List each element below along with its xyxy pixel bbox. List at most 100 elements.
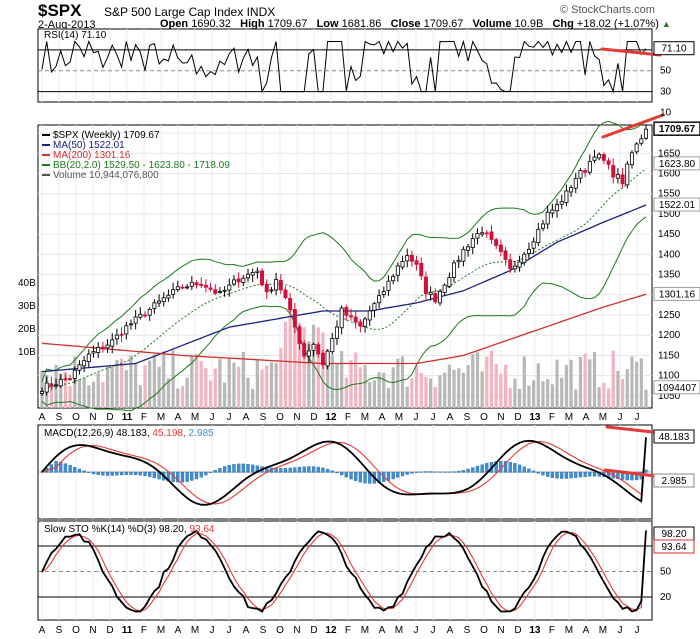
time-axis-label: 13 xyxy=(529,412,541,423)
macd-histogram-bar xyxy=(124,471,128,475)
volume-bar xyxy=(396,358,400,408)
sto-time-axis-label: M xyxy=(157,625,165,636)
volume-bar xyxy=(368,382,372,408)
volume-bar xyxy=(536,363,540,408)
macd-histogram-bar xyxy=(288,467,292,473)
low-value: 1681.86 xyxy=(341,18,382,30)
volume-bar xyxy=(340,350,344,408)
volume-bar xyxy=(419,373,423,408)
candle-body xyxy=(489,231,494,240)
volume-bar xyxy=(218,358,222,408)
sto-time-axis-label: O xyxy=(480,625,488,636)
candle-body xyxy=(222,289,227,292)
sto-time-axis-label: A xyxy=(39,625,46,636)
macd-histogram-bar xyxy=(204,471,208,476)
macd-histogram-bar xyxy=(522,466,526,473)
candle-body xyxy=(246,273,251,279)
macd-histogram-bar xyxy=(410,471,414,474)
macd-histogram-bar xyxy=(349,471,353,480)
brand-watermark: © StockCharts.com xyxy=(560,4,655,16)
price-tick-label: 1450 xyxy=(658,229,681,240)
volume-bar xyxy=(101,382,105,408)
candle-body xyxy=(91,351,96,354)
candle-body xyxy=(241,277,246,283)
time-axis-label: M xyxy=(395,412,403,423)
volume-bar xyxy=(438,375,442,408)
sto-title: Slow STO %K(14) %D(3) 98.20, 93.64 xyxy=(44,524,215,535)
macd-histogram-bar xyxy=(237,463,241,473)
macd-histogram-bar xyxy=(503,461,508,473)
time-axis-label: S xyxy=(56,412,63,423)
price-value-tag xyxy=(653,380,700,395)
candle-body xyxy=(217,291,222,294)
volume-bar xyxy=(180,385,185,408)
open-value: 1690.32 xyxy=(191,18,231,30)
sto-time-axis-label: M xyxy=(361,625,369,636)
volume-bar xyxy=(87,385,91,408)
index-full-name: S&P 500 Large Cap Index xyxy=(104,5,244,19)
candle-body xyxy=(213,289,218,294)
bollinger-middle-line xyxy=(41,168,647,392)
volume-bar xyxy=(527,385,531,408)
price-tick-label: 1400 xyxy=(658,249,681,260)
candle-body xyxy=(133,316,138,324)
volume-bar xyxy=(129,355,133,408)
volume-bar xyxy=(414,365,419,408)
sto-time-axis-label: F xyxy=(549,625,555,636)
candle-body xyxy=(297,326,302,345)
volume-bar xyxy=(330,355,334,408)
time-axis-label: S xyxy=(464,412,471,423)
price-tick-label: 1050 xyxy=(658,391,681,402)
macd-histogram-bar xyxy=(246,464,250,473)
macd-histogram-bar xyxy=(251,464,255,473)
volume-bar xyxy=(138,385,142,408)
candle-body xyxy=(545,211,550,225)
volume-bar xyxy=(517,388,522,408)
sto-time-axis-label: J xyxy=(617,625,622,636)
volume-bar xyxy=(560,377,564,408)
volume-bar xyxy=(602,382,606,408)
macd-histogram-bar xyxy=(133,471,138,476)
volume-bar xyxy=(471,354,475,408)
volume-bar xyxy=(96,372,100,408)
time-axis-label: 11 xyxy=(122,412,133,423)
sto-time-axis-label: D xyxy=(106,625,113,636)
volume-bar xyxy=(283,321,288,408)
macd-histogram-bar xyxy=(574,471,578,478)
volume-bar xyxy=(489,350,494,408)
macd-histogram-bar xyxy=(316,466,320,473)
volume-bar xyxy=(124,370,128,408)
volume-bar xyxy=(194,354,199,408)
ticker-symbol: $SPX xyxy=(38,1,82,20)
candle-body xyxy=(437,291,442,304)
candle-body xyxy=(349,315,354,318)
change-value: +18.02 (+1.07%) xyxy=(576,18,659,30)
candle-body xyxy=(409,254,414,262)
time-axis-label: M xyxy=(361,412,369,423)
macd-title-main: MACD(12,26,9) 48.183, xyxy=(44,428,152,439)
macd-histogram-bar xyxy=(634,471,639,481)
candle-body xyxy=(171,289,176,295)
volume-bar xyxy=(354,352,358,408)
candle-body xyxy=(391,275,396,282)
volume-bar xyxy=(326,349,330,408)
candle-body xyxy=(288,298,293,311)
candle-body xyxy=(620,174,625,185)
candle-body xyxy=(498,244,503,252)
candle-body xyxy=(419,262,424,277)
rsi-panel-frame xyxy=(37,28,653,103)
candle-body xyxy=(96,347,101,353)
candle-body xyxy=(311,343,316,351)
time-axis-label: M xyxy=(157,412,165,423)
volume-bar xyxy=(611,350,615,408)
time-axis-label: D xyxy=(106,412,113,423)
macd-histogram-bar xyxy=(419,471,423,473)
candle-body xyxy=(363,318,368,327)
macd-signal-line xyxy=(41,439,647,505)
volume-bar xyxy=(162,351,166,408)
volume-bar xyxy=(279,348,283,408)
candle-body xyxy=(531,241,536,249)
macd-histogram-bar xyxy=(475,465,480,473)
candle-body xyxy=(292,309,297,328)
candle-body xyxy=(143,314,148,317)
